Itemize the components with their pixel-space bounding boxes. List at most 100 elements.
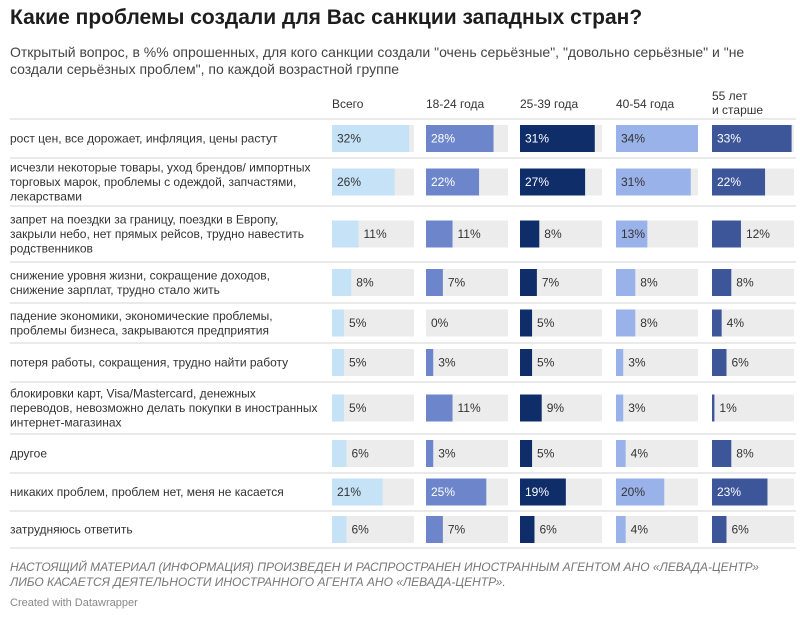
value-label: 4% <box>631 523 649 537</box>
category-label: родственников <box>10 242 93 256</box>
bar-track <box>332 349 414 376</box>
value-label: 5% <box>349 316 367 330</box>
value-label: 7% <box>448 276 466 290</box>
chart-title: Какие проблемы создали для Вас санкции з… <box>10 6 643 29</box>
bar-track <box>426 349 508 376</box>
value-label: 8% <box>736 447 754 461</box>
category-label: торговых марок, проблемы с одеждой, запч… <box>10 175 296 189</box>
column-header-text: 55 лет <box>712 89 748 103</box>
bar <box>426 220 453 248</box>
bar <box>520 220 540 248</box>
bar <box>616 125 698 152</box>
value-label: 19% <box>525 485 549 499</box>
value-label: 5% <box>537 356 555 370</box>
foreign-agent-disclaimer: НАСТОЯЩИЙ МАТЕРИАЛ (ИНФОРМАЦИЯ) ПРОИЗВЕД… <box>10 560 759 589</box>
bar <box>520 394 542 422</box>
value-label: 7% <box>448 523 466 537</box>
bar <box>332 516 347 543</box>
column-header-text: 25-39 года <box>520 97 579 111</box>
value-label: 34% <box>621 132 645 146</box>
category-label: снижение уровня жизни, сокращение доходо… <box>10 268 270 282</box>
column-header: Всего <box>332 97 364 111</box>
column-header: 40-54 года <box>616 97 675 111</box>
bar <box>332 478 383 506</box>
value-label: 1% <box>719 401 737 415</box>
category-label: исчезли некоторые товары, уход брендов/ … <box>10 161 310 175</box>
value-label: 26% <box>337 175 361 189</box>
bar-track <box>616 516 698 543</box>
datawrapper-credit: Created with Datawrapper <box>10 597 138 609</box>
category-label: закрыли небо, нет прямых рейсов, трудно … <box>10 227 304 241</box>
bar <box>616 309 636 337</box>
value-label: 6% <box>351 447 369 461</box>
chart-subtitle: Открытый вопрос, в %% опрошенных, для ко… <box>10 44 745 77</box>
value-label: 25% <box>431 485 455 499</box>
bar <box>332 269 352 296</box>
bar-track <box>712 309 794 337</box>
bar-track <box>616 349 698 376</box>
bar <box>520 269 537 296</box>
value-label: 6% <box>731 356 749 370</box>
value-label: 13% <box>621 227 645 241</box>
value-label: 11% <box>458 401 481 415</box>
bar <box>520 349 533 376</box>
category-label: никаких проблем, проблем нет, меня не ка… <box>10 485 284 499</box>
category-label: интернет-магазинах <box>10 416 122 430</box>
category-label: затрудняюсь ответить <box>10 523 133 537</box>
value-label: 3% <box>438 447 456 461</box>
bar-track <box>616 440 698 467</box>
value-label: 5% <box>537 316 555 330</box>
bar-track <box>332 309 414 337</box>
bar <box>520 168 586 196</box>
category-label: запрет на поездки за границу, поездки в … <box>10 213 278 227</box>
bar-track <box>616 394 698 422</box>
bar <box>520 516 535 543</box>
column-header-text: и старше <box>712 103 763 117</box>
value-label: 8% <box>640 316 658 330</box>
bar <box>712 516 727 543</box>
column-header: 25-39 года <box>520 97 579 111</box>
bar <box>426 168 480 196</box>
value-label: 7% <box>542 276 560 290</box>
value-label: 23% <box>717 485 741 499</box>
bar <box>712 349 727 376</box>
bar <box>712 478 768 506</box>
bar-track <box>520 309 602 337</box>
value-label: 11% <box>364 227 387 241</box>
value-label: 4% <box>727 316 745 330</box>
bar <box>616 440 626 467</box>
value-label: 21% <box>337 485 361 499</box>
bar <box>520 125 595 152</box>
bar <box>332 125 410 152</box>
value-label: 28% <box>431 132 455 146</box>
bar <box>332 220 359 248</box>
column-header: 18-24 года <box>426 97 485 111</box>
category-label: другое <box>10 447 47 461</box>
bar <box>712 168 766 196</box>
category-label: лекарствами <box>10 190 82 204</box>
bar <box>712 394 715 422</box>
value-label: 3% <box>438 356 456 370</box>
category-label: снижение зарплат, трудно стало жить <box>10 283 220 297</box>
value-label: 8% <box>640 276 658 290</box>
value-label: 6% <box>731 523 749 537</box>
value-label: 5% <box>349 401 367 415</box>
bar <box>520 478 566 506</box>
bar-track <box>332 394 414 422</box>
bar <box>426 349 434 376</box>
bar <box>520 309 533 337</box>
value-label: 32% <box>337 132 361 146</box>
category-label: падение экономики, экономические проблем… <box>10 309 273 323</box>
bar <box>712 220 741 248</box>
value-label: 3% <box>628 356 646 370</box>
column-header-text: 40-54 года <box>616 97 675 111</box>
bar <box>712 125 792 152</box>
value-label: 6% <box>539 523 557 537</box>
bar <box>426 269 443 296</box>
column-header-text: 18-24 года <box>426 97 485 111</box>
bar <box>712 440 732 467</box>
category-label: переводов, невозможно делать покупки в и… <box>10 401 317 415</box>
bar <box>426 125 494 152</box>
value-label: 31% <box>525 132 549 146</box>
value-label: 8% <box>736 276 754 290</box>
